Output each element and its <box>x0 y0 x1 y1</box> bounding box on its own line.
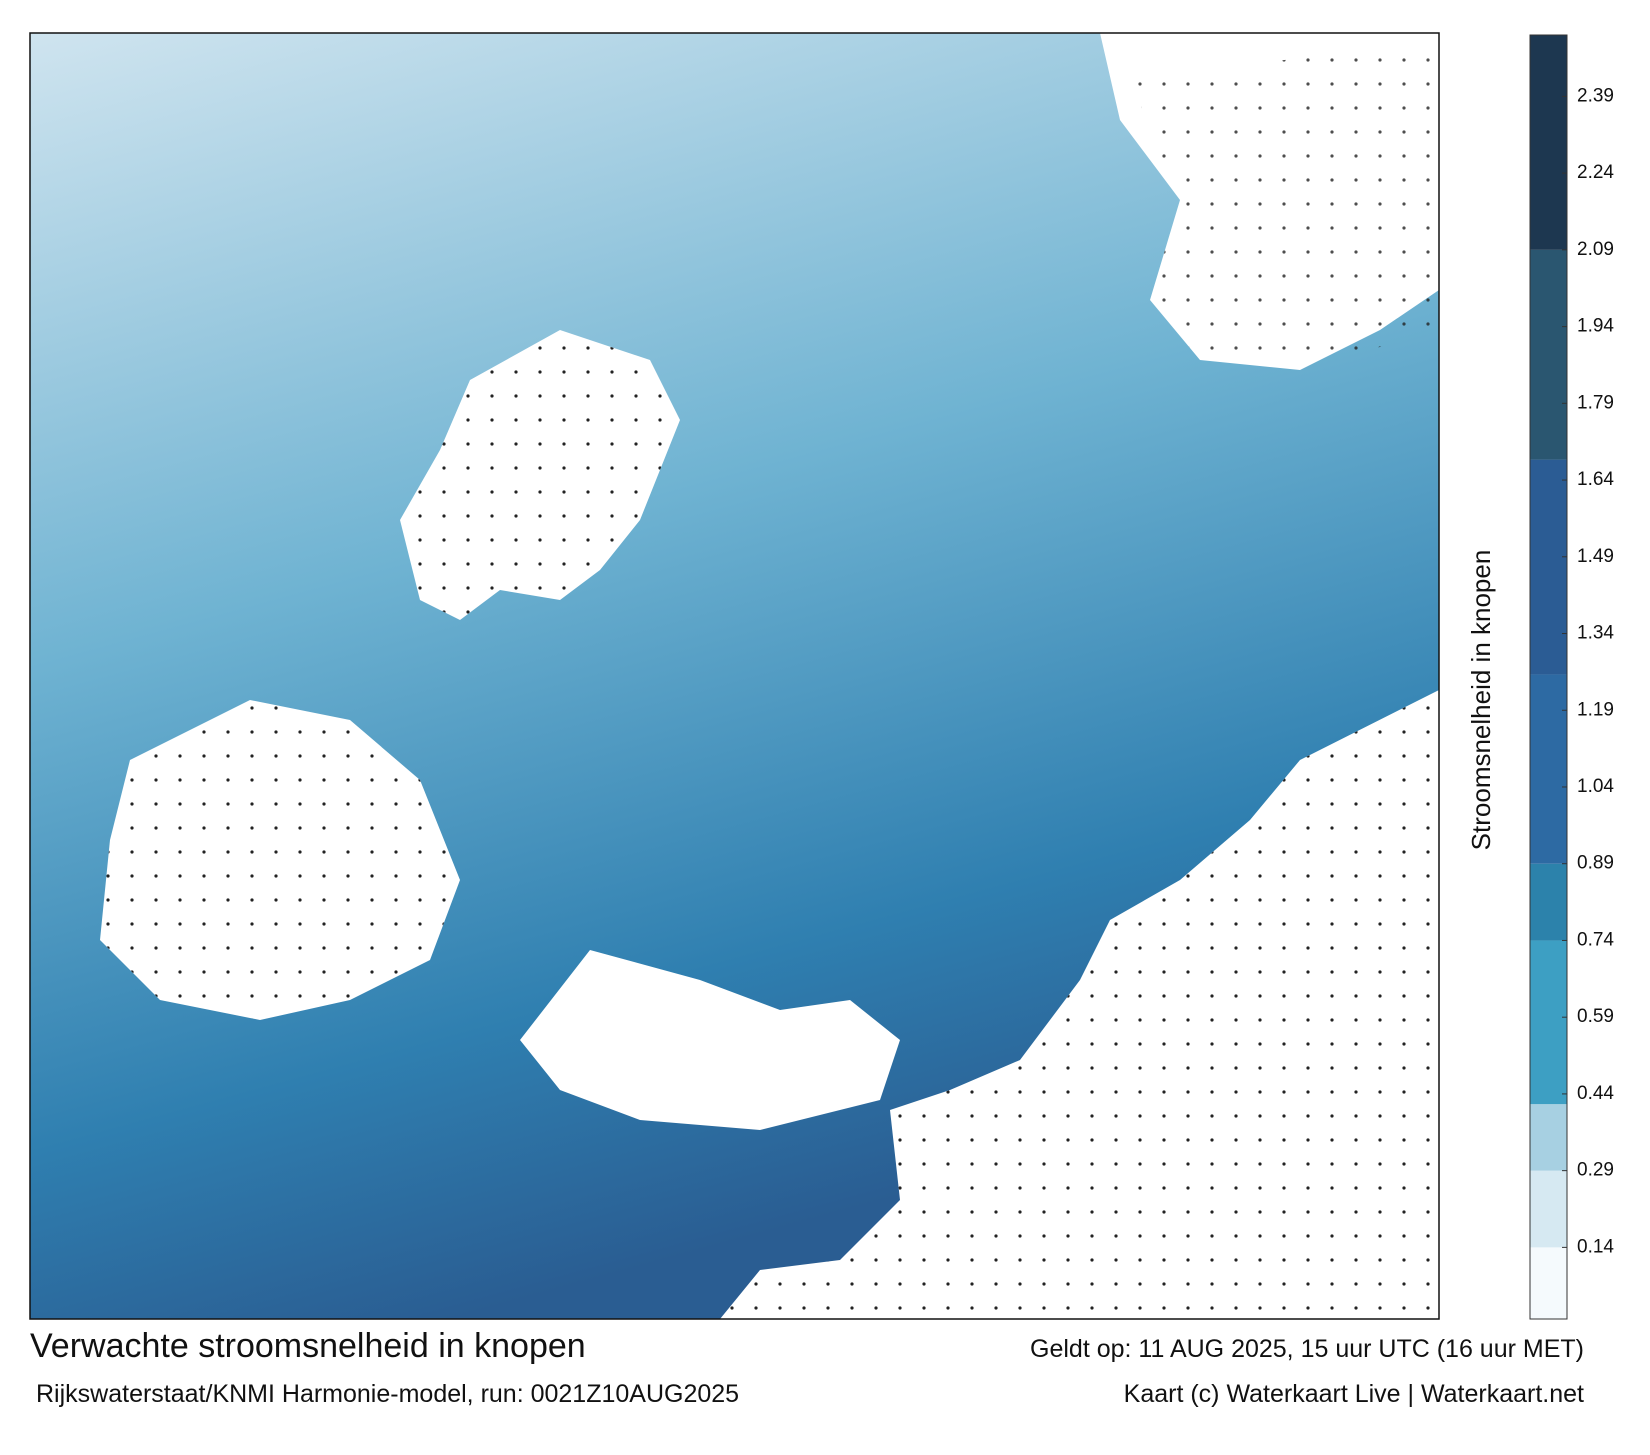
colorbar-band <box>1530 35 1567 250</box>
land-grid <box>720 690 1439 1319</box>
colorbar-tick-label: 1.49 <box>1577 546 1614 567</box>
colorbar-tick-label: 0.14 <box>1577 1236 1614 1257</box>
colorbar-tick-label: 2.09 <box>1577 239 1614 260</box>
map-frame <box>29 32 1440 1320</box>
colorbar-tick-label: 0.89 <box>1577 853 1614 874</box>
colorbar-frame <box>1529 34 1568 1320</box>
colorbar-tick-label: 2.39 <box>1577 85 1614 106</box>
colorbar-tick-label: 1.64 <box>1577 469 1614 490</box>
colorbar-tick-label: 1.79 <box>1577 392 1614 413</box>
colorbar-tick-label: 1.34 <box>1577 623 1614 644</box>
land-grid <box>1130 40 1439 370</box>
title: Verwachte stroomsnelheid in knopen <box>30 1327 586 1365</box>
colorbar-band <box>1530 674 1567 864</box>
colorbar-tick-label: 1.94 <box>1577 316 1614 337</box>
colorbar-band <box>1530 1104 1567 1171</box>
colorbar-tick-label: 0.44 <box>1577 1083 1614 1104</box>
colorbar-label: Stroomsnelheid in knopen <box>1466 550 1496 851</box>
colorbar-tick-label: 0.29 <box>1577 1160 1614 1181</box>
land-grid <box>100 700 460 1020</box>
subtitle: Rijkswaterstaat/KNMI Harmonie-model, run… <box>36 1380 739 1408</box>
credit: Kaart (c) Waterkaart Live | Waterkaart.n… <box>1124 1380 1584 1408</box>
colorbar-tick-label: 1.04 <box>1577 776 1614 797</box>
colorbar-band <box>1530 1247 1567 1319</box>
colorbar-tick-label: 2.24 <box>1577 162 1614 183</box>
colorbar-band <box>1530 863 1567 941</box>
colorbar-band <box>1530 249 1567 460</box>
colorbar-band <box>1530 940 1567 1105</box>
colorbar: 0.14 0.29 0.44 0.59 0.74 0.89 1.04 1.19 1.34 1.49… <box>1529 34 1614 1320</box>
valid-time: Geldt op: 11 AUG 2025, 15 uur UTC (16 uu… <box>1030 1335 1584 1363</box>
land <box>520 950 900 1130</box>
colorbar-tick-label: 0.59 <box>1577 1006 1614 1027</box>
colorbar-band <box>1530 459 1567 675</box>
land-grid <box>400 330 680 620</box>
colorbar-tick-label: 1.19 <box>1577 699 1614 720</box>
colorbar-band <box>1530 1170 1567 1248</box>
colorbar-tick-label: 0.74 <box>1577 929 1614 950</box>
map <box>29 32 1440 1320</box>
